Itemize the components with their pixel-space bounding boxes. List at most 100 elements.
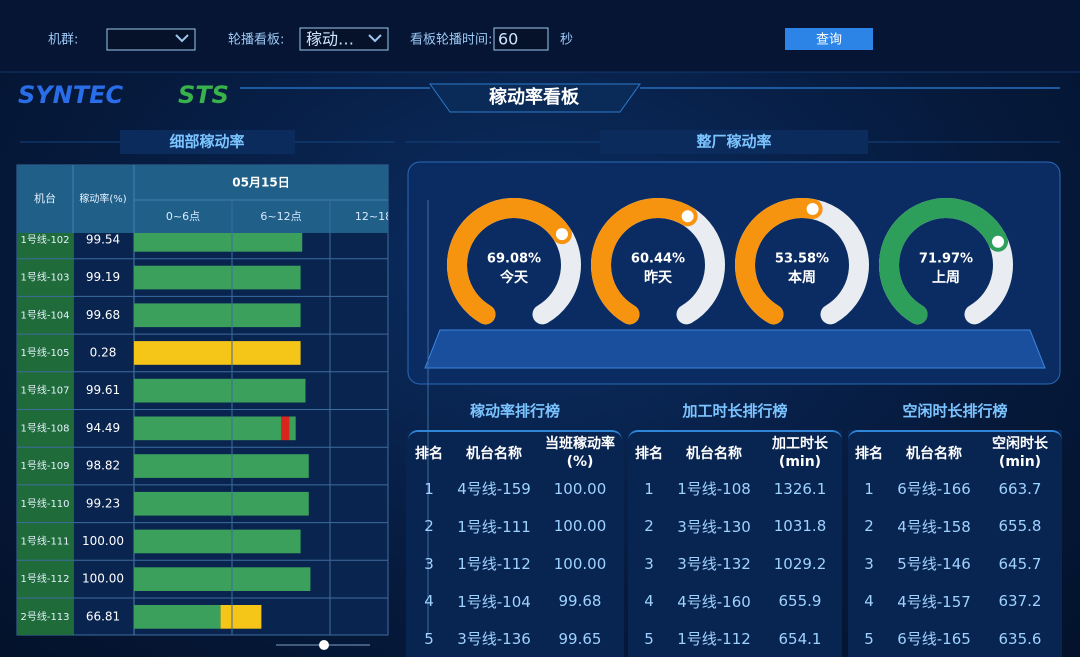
board-select[interactable]	[299, 27, 389, 51]
header-cell: 机台名称	[466, 446, 522, 462]
group-select[interactable]	[106, 28, 196, 51]
period-header: 0~6点	[166, 210, 200, 223]
ranking-table: 稼动率排行榜 排名 机台名称 当班稼动率(%) 1 4号线-159 100.00 2 1号线-1…	[408, 392, 622, 657]
gauges: 69.08% 今天 60.44% 昨天 53.58% 本周 71.97% 上周	[447, 198, 1013, 325]
ranking-table: 加工时长排行榜 排名 机台名称 加工时长(min) 1 1号线-108 1326.1 2 3号线…	[628, 392, 842, 657]
ranking-panel	[406, 430, 624, 657]
ranking-title: 空闲时长排行榜	[902, 402, 1008, 420]
header-cell: 机台名称	[686, 446, 742, 462]
gauge-arc	[879, 198, 1009, 325]
ranking-cell: 100.00	[553, 517, 607, 535]
gauge-label: 本周	[788, 269, 816, 286]
section-plate	[600, 130, 868, 154]
ranking-cell: 3号线-132	[677, 555, 751, 573]
rate-value: 98.82	[86, 459, 120, 473]
ranking-header: 排名 机台名称 当班稼动率(%)	[408, 430, 622, 474]
ranking-row: 2 1号线-111 100.00	[408, 508, 622, 545]
ranking-cell: 5	[424, 629, 434, 648]
ranking-row: 3 3号线-132 1029.2	[628, 545, 842, 582]
ranking-row: 4 4号线-157 637.2	[848, 583, 1062, 620]
gauge-knob	[555, 228, 568, 241]
ranking-cell: 3	[644, 554, 654, 573]
ranking-cell: 4	[424, 592, 434, 610]
ranking-cell: 3	[424, 554, 434, 573]
ranking-cell: 99.65	[558, 629, 602, 648]
header-cell: 当班稼动率(%)	[545, 436, 615, 470]
ranking-row: 1 4号线-159 100.00	[408, 470, 622, 507]
ranking-cell: 1号线-112	[677, 630, 751, 648]
rate-value: 99.23	[86, 496, 120, 510]
gauge-arc	[447, 198, 572, 325]
ranking-table: 空闲时长排行榜 排名 机台名称 空闲时长(min) 1 6号线-166 663.7 2 4号线-…	[848, 392, 1062, 657]
title-plate	[429, 83, 641, 113]
ranking-cell: 99.68	[558, 592, 602, 610]
ranking-row: 1 6号线-166 663.7	[848, 470, 1062, 507]
ranking-cell: 637.2	[998, 592, 1042, 610]
status-segment	[134, 454, 309, 478]
date-header: 05月15日	[232, 176, 289, 190]
ranking-cell: 100.00	[553, 479, 607, 498]
query-button[interactable]	[785, 28, 873, 50]
filter-label: 机群:	[48, 33, 78, 48]
rate-value: 0.28	[90, 345, 117, 359]
gauge-knob	[992, 235, 1005, 248]
machine-name: 1号线-107	[20, 384, 69, 397]
ranking-cell: 3	[864, 554, 874, 573]
ranking-panel	[848, 430, 1062, 657]
ranking-row: 3 1号线-112 100.00	[408, 545, 622, 582]
ranking-cell: 1031.8	[773, 517, 827, 535]
ranking-title: 加工时长排行榜	[682, 402, 788, 420]
filter-label: 轮播看板:	[228, 32, 284, 48]
gauge-arc	[735, 198, 823, 325]
status-segment	[134, 567, 311, 591]
select-value: 稼动…	[306, 30, 354, 49]
ranking-cell: 4号线-157	[897, 592, 971, 611]
brand-logo: SYNTEC	[18, 81, 124, 109]
column-header: 稼动率(%)	[79, 192, 126, 205]
machine-name: 1号线-102	[20, 233, 69, 246]
status-segment	[134, 416, 281, 441]
gauge-knob	[806, 202, 819, 215]
ranking-cell: 654.1	[778, 629, 822, 648]
header-cell: 加工时长(min)	[772, 436, 828, 470]
status-segment	[134, 303, 301, 328]
ranking-row: 5 6号线-165 635.6	[848, 620, 1062, 657]
gauge-label: 昨天	[644, 269, 673, 286]
rate-value: 99.19	[86, 270, 120, 284]
ranking-row: 5 3号线-136 99.65	[408, 620, 622, 657]
ranking-cell: 1	[864, 479, 874, 498]
ranking-cell: 3号线-130	[677, 517, 751, 536]
status-segment	[134, 605, 221, 629]
header-cell: 机台名称	[906, 446, 962, 462]
rate-value: 100.00	[82, 534, 124, 548]
ranking-cell: 635.6	[998, 629, 1042, 648]
machine-name: 1号线-111	[20, 534, 69, 547]
status-segment	[134, 491, 309, 516]
gauge-arc	[591, 198, 698, 325]
gauge-label: 上周	[932, 270, 960, 286]
status-segment	[289, 416, 296, 441]
ranking-cell: 1号线-112	[457, 555, 531, 573]
ranking-row: 5 1号线-112 654.1	[628, 620, 842, 657]
machine-name: 2号线-113	[20, 610, 69, 623]
ranking-header: 排名 机台名称 加工时长(min)	[628, 430, 842, 474]
scroll-thumb[interactable]	[319, 640, 329, 650]
status-segment	[220, 605, 262, 629]
period-header: 12~18点	[355, 210, 403, 223]
ranking-row: 1 1号线-108 1326.1	[628, 470, 842, 507]
ranking-cell: 5号线-146	[897, 555, 971, 573]
ranking-cell: 100.00	[553, 554, 607, 573]
status-segment	[134, 529, 301, 554]
gauge-value: 60.44%	[631, 252, 685, 267]
column-header: 机台	[34, 191, 56, 205]
ranking-cell: 2	[864, 517, 874, 535]
rate-value: 100.00	[82, 572, 124, 586]
interval-input[interactable]	[493, 27, 549, 51]
page-title: 稼动率看板	[489, 86, 580, 108]
dropdown-arrow	[175, 34, 189, 43]
section-title: 细部稼动率	[169, 133, 244, 151]
header-cell: 排名	[415, 446, 443, 462]
ranking-cell: 1029.2	[773, 554, 827, 573]
filter-label: 看板轮播时间:	[410, 32, 492, 48]
ranking-cell: 655.8	[998, 517, 1042, 535]
